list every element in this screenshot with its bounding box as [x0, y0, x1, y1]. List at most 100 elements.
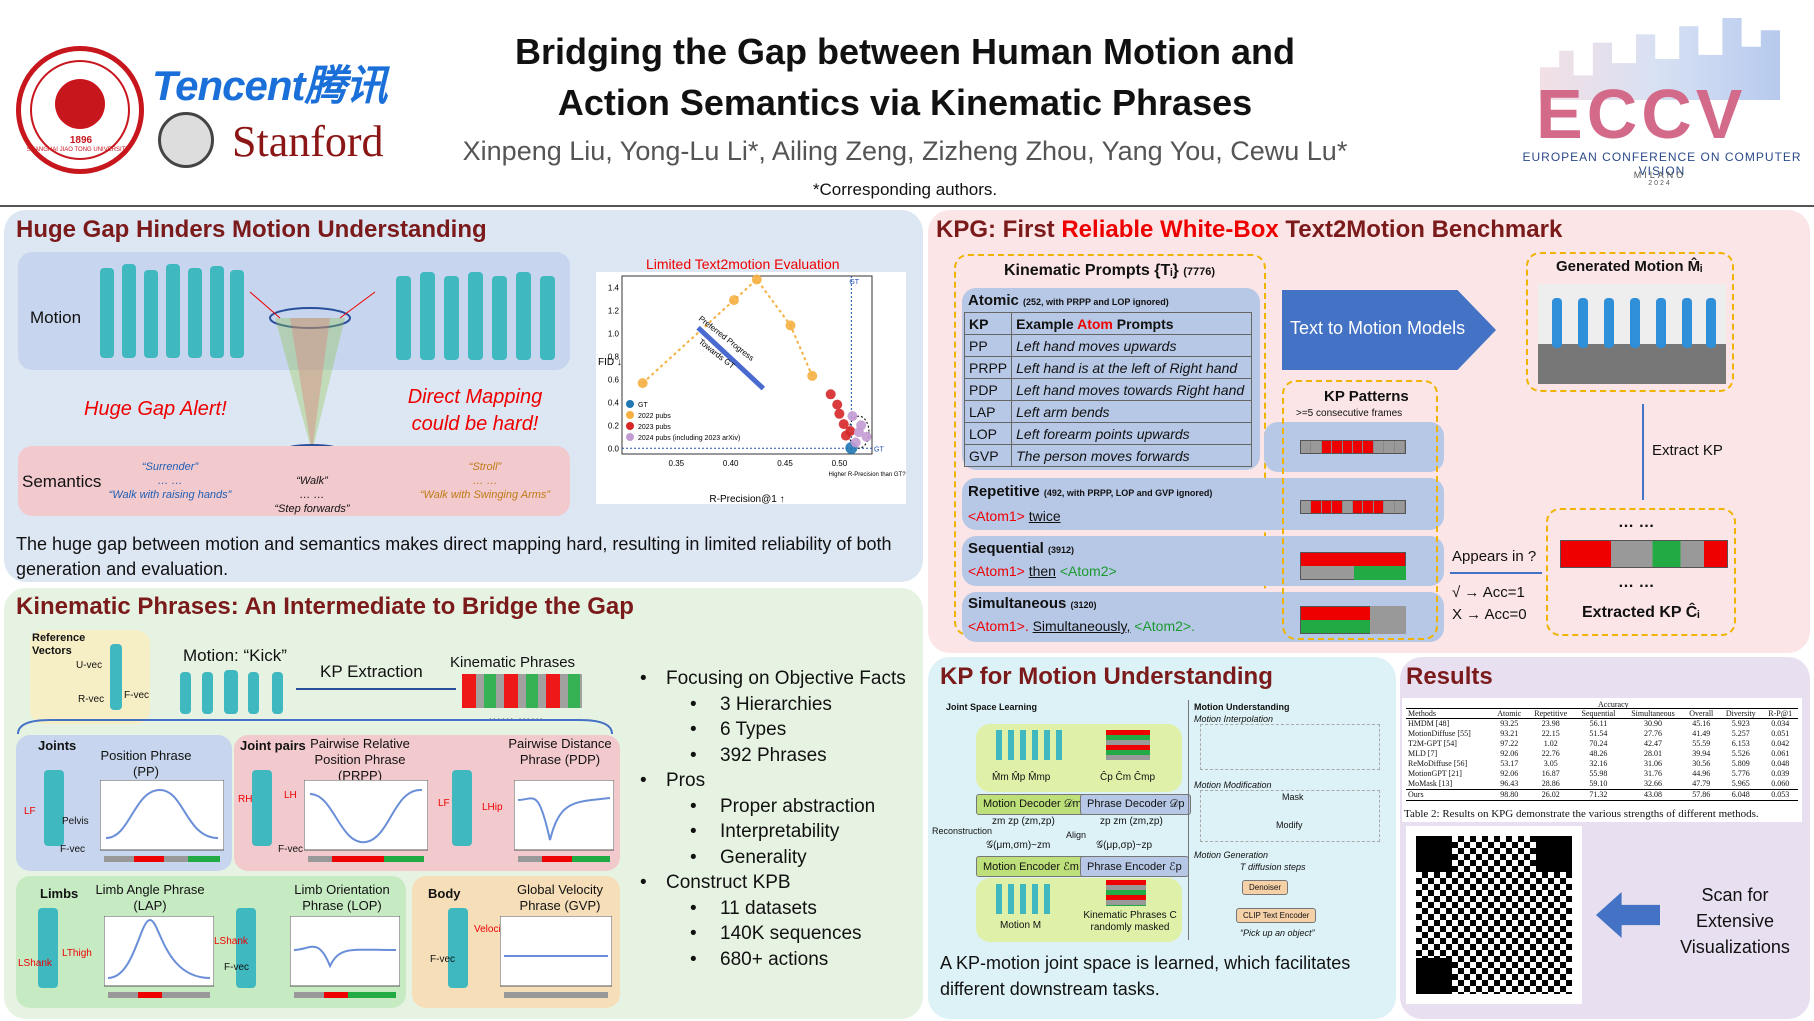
- kinematic-phrases-label: Kinematic Phrases: [450, 654, 576, 671]
- understanding-title: KP for Motion Understanding: [940, 663, 1273, 690]
- x-tick-label: 0.45: [777, 459, 793, 468]
- kp-patterns-title: KP Patterns: [1324, 388, 1409, 405]
- gvp-plot: [500, 916, 612, 998]
- motion-decoder-chip: Motion Decoder 𝒟m: [976, 794, 1089, 815]
- results-cell: 6.153: [1731, 739, 1750, 748]
- pick-label: “Pick up an object”: [1240, 928, 1315, 938]
- results-cell: 92.06: [1500, 749, 1519, 758]
- table-row: MoMask [13] 96.43 28.86 59.10 32.66 47.79 5.96…: [1406, 779, 1798, 790]
- results-cell: 22.76: [1541, 749, 1560, 758]
- y-tick-label: 0.2: [608, 421, 620, 430]
- fid-scatter-chart: 0.35 0.40 0.45 0.50 0.0 0.2 0.4 0.6 0.8 1.0 1.2 1.4…: [596, 272, 906, 504]
- reference-vectors-box: [30, 630, 150, 724]
- motion-figures-left: [96, 258, 246, 363]
- gvp-title: Global Velocity Phrase (GVP): [517, 882, 603, 913]
- results-column-header: Sequential: [1574, 708, 1623, 719]
- results-cell: 0.034: [1771, 719, 1790, 728]
- x-tick-label: 0.50: [832, 459, 848, 468]
- y-tick-label: 1.4: [608, 283, 620, 292]
- phrase-encoder-chip: Phrase Encoder ℰp: [1080, 856, 1189, 877]
- results-cell: 28.86: [1541, 779, 1560, 788]
- gap-title: Huge Gap Hinders Motion Understanding: [16, 216, 487, 243]
- results-cell: MotionDiffuse [55]: [1408, 729, 1471, 738]
- group-limbs-label: Limbs: [40, 886, 79, 901]
- data-point-2022: [807, 370, 818, 381]
- chart-title: Limited Text2motion Evaluation: [646, 256, 840, 272]
- results-cell: 16.87: [1541, 769, 1560, 778]
- generated-frame: [1526, 252, 1734, 392]
- simultaneous-label: Simultaneous (3120): [968, 595, 1097, 612]
- sjtu-ring-text: SHANGHAI JIAO TONG UNIVERSITY: [26, 147, 130, 153]
- legend-label: GT: [638, 402, 648, 409]
- qr-code-icon[interactable]: [1406, 826, 1582, 1004]
- chart-bg: [596, 272, 906, 504]
- results-cell: 48.26: [1589, 749, 1608, 758]
- corresponding-note: *Corresponding authors.: [812, 180, 998, 199]
- interp-label: Motion Interpolation: [1194, 714, 1274, 724]
- modif-diagram: [1200, 790, 1380, 842]
- data-point-2023: [825, 389, 836, 400]
- lop-fvec: F-vec: [224, 962, 249, 973]
- results-cell: 39.94: [1692, 749, 1711, 758]
- motion-figures-right: [392, 262, 564, 362]
- appears-label: Appears in ?: [1452, 548, 1537, 565]
- data-point-2023: [832, 399, 843, 410]
- pdp-lhip: LHip: [482, 802, 503, 813]
- lap-figure: [38, 908, 58, 988]
- x-axis-label: R-Precision@1 ↑: [709, 494, 784, 504]
- results-table-wrap: Accuracy Methods Atomic Repetitive Sequenti…: [1402, 698, 1802, 822]
- legend-label: 2023 pubs: [638, 424, 671, 431]
- atom-prompt-table: KP Example Atom Prompts PP Left hand moves…: [963, 312, 1252, 467]
- results-cell: MoMask [13]: [1408, 779, 1453, 788]
- poster-title: Bridging the Gap between Human Motion an…: [515, 31, 1295, 123]
- lap-lshank: LShank: [18, 958, 52, 969]
- progress-arrow: [696, 325, 766, 391]
- data-point-2022: [637, 378, 648, 389]
- results-cell: 30.56: [1692, 759, 1711, 768]
- pdp-title: Pairwise Distance Phrase (PDP): [508, 736, 612, 767]
- results-cell: ReMoDiffuse [56]: [1408, 759, 1468, 768]
- extract-label: Extract KP: [1652, 442, 1723, 459]
- results-cell: 31.06: [1643, 759, 1662, 768]
- semantics-box: [18, 446, 570, 516]
- extracted-dots-bottom: … …: [1618, 574, 1655, 591]
- y-tick-label: 0.6: [608, 375, 620, 384]
- results-cell: 93.25: [1500, 719, 1519, 728]
- results-cell: 0.061: [1771, 749, 1790, 758]
- phrase-decoder-chip: Phrase Decoder 𝒟p: [1080, 794, 1192, 815]
- legend-label: 2022 pubs: [638, 413, 671, 420]
- results-cell: 97.22: [1500, 739, 1519, 748]
- table-row: LAP Left arm bends: [963, 400, 1252, 423]
- table-row: Ours 98.80 26.02 71.32 43.08 57.86 6.048 0.053: [1406, 789, 1798, 801]
- results-column-header: R-P@1: [1762, 708, 1798, 719]
- prpp-figure: [252, 770, 272, 846]
- semantics-label: Semantics: [22, 472, 102, 491]
- repetitive-label: Repetitive (492, with PRPP, LOP and GVP …: [968, 483, 1213, 500]
- table-row: PRPP Left hand is at the left of Right ha…: [963, 356, 1252, 379]
- latent-top-phrase: Ĉp Ĉm Ĉmp: [1100, 772, 1156, 783]
- table-row: MotionDiffuse [55] 93.21 22.15 51.54 27.76 41…: [1406, 729, 1798, 739]
- results-cell: 32.66: [1643, 779, 1662, 788]
- table-row: ReMoDiffuse [56] 53.17 3.05 32.16 31.06 30.56…: [1406, 759, 1798, 769]
- denoiser-chip: Denoiser: [1242, 880, 1289, 895]
- acc0-label: X → Acc=0: [1452, 606, 1527, 623]
- results-cell: 0.048: [1771, 759, 1790, 768]
- kp-bullets: • Focusing on Objective Facts • 3 Hierarch…: [640, 668, 906, 970]
- extracted-dots-top: … …: [1618, 514, 1655, 531]
- results-cell: 96.43: [1500, 779, 1519, 788]
- results-cell: 22.15: [1541, 729, 1560, 738]
- lap-lthigh: LThigh: [62, 948, 92, 959]
- table-row: HMDM [48] 93.25 23.98 56.11 30.90 45.16 5.923 0…: [1406, 719, 1798, 730]
- results-cell: 23.98: [1541, 719, 1560, 728]
- extracted-bars: [1560, 540, 1728, 568]
- pdp-figure: [452, 770, 472, 846]
- data-point-2022: [785, 320, 796, 331]
- bottom-motion-figs: [996, 884, 1056, 914]
- results-header-row: Methods Atomic Repetitive Sequential Simulta…: [1406, 708, 1798, 719]
- understanding-description: A KP-motion joint space is learned, whic…: [940, 953, 1351, 999]
- y-axis-label: FID ↓: [598, 357, 622, 368]
- clip-encoder-chip: CLIP Text Encoder: [1236, 908, 1317, 923]
- prpp-title: Pairwise Relative Position Phrase (PRPP): [310, 736, 410, 783]
- results-cell: 26.02: [1541, 790, 1560, 799]
- top-phrase-bars: [1106, 730, 1150, 760]
